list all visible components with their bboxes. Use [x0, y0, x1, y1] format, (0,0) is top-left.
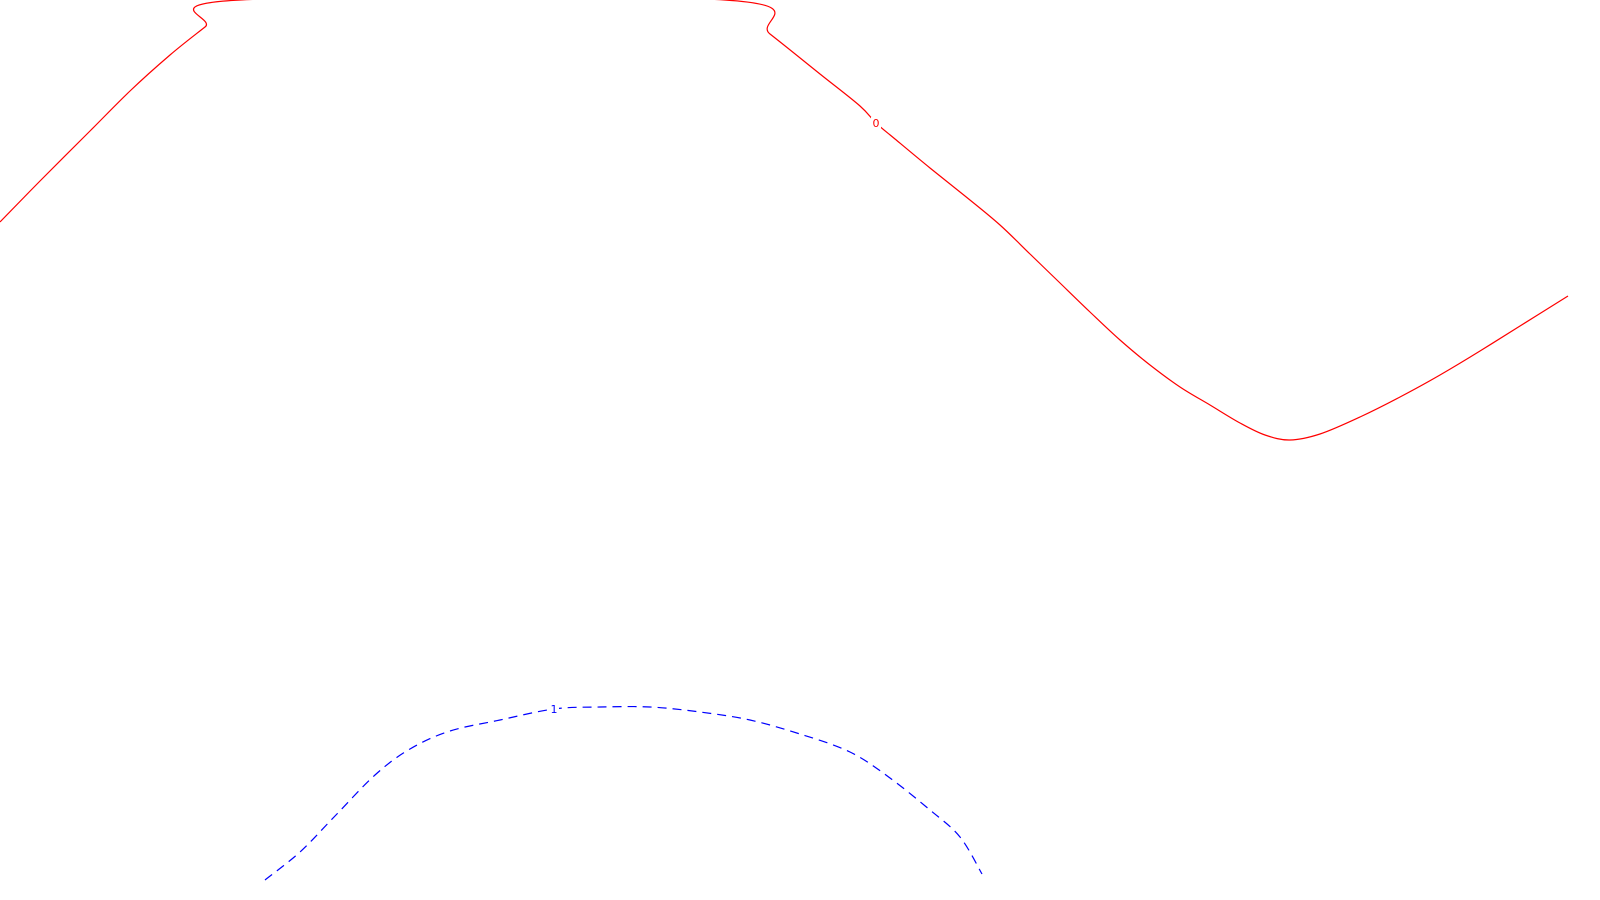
contour-label-0: 0	[873, 117, 880, 130]
contour-label-background	[549, 703, 559, 715]
contour-line-1	[264, 705, 983, 881]
contour-line-0	[0, 0, 1569, 441]
contour-label-1: 1	[551, 703, 558, 716]
contour-label-background	[871, 117, 881, 129]
